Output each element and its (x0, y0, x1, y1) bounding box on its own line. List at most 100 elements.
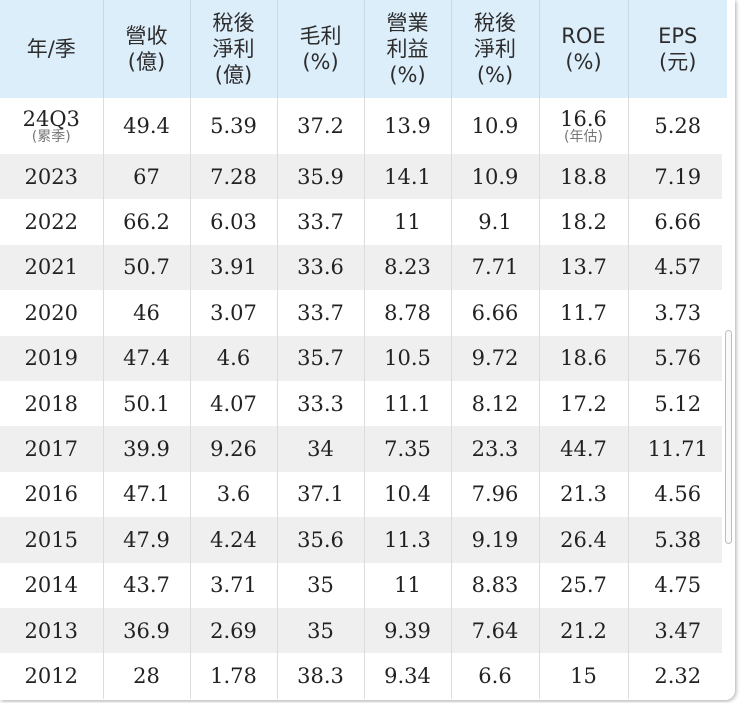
header-net-margin: 稅後 淨利 (%) (451, 0, 540, 98)
header-line: 利益 (386, 37, 429, 61)
cell-net-margin: 6.6 (451, 653, 540, 699)
header-line: (億) (214, 63, 253, 87)
header-line: 淨利 (212, 37, 255, 61)
table-row: 2018 50.1 4.07 33.3 11.1 8.12 17.2 5.12 (0, 380, 727, 427)
cell-eps: 5.38 (628, 517, 727, 563)
header-revenue: 營收 (億) (103, 0, 191, 98)
cell-eps: 3.47 (628, 607, 727, 654)
cell-revenue: 50.1 (103, 380, 191, 427)
header-line: ROE (561, 24, 606, 48)
period-value: 24Q3 (22, 106, 80, 131)
cell-net-income: 3.07 (190, 290, 278, 336)
cell-gross-margin: 33.3 (277, 380, 365, 427)
cell-operating-margin: 11.3 (364, 517, 452, 563)
cell-roe: 13.7 (539, 244, 629, 291)
cell-period: 2015 (0, 517, 104, 563)
cell-net-margin: 7.96 (451, 471, 540, 518)
cell-period: 2014 (0, 562, 104, 608)
table-row: 2022 66.2 6.03 33.7 11 9.1 18.2 6.66 (0, 199, 727, 245)
cell-operating-margin: 11 (364, 562, 452, 608)
cell-net-income: 6.03 (190, 199, 278, 245)
cell-net-margin: 8.83 (451, 562, 540, 608)
header-line: 年/季 (26, 37, 76, 61)
cell-net-income: 5.39 (190, 98, 278, 154)
cell-roe: 17.2 (539, 380, 629, 427)
cell-operating-margin: 10.4 (364, 471, 452, 518)
financial-table: 年/季 營收 (億) 稅後 淨利 (億) 毛利 (%) 營業 利益 (0, 0, 727, 699)
cell-net-income: 9.26 (190, 426, 278, 472)
scrollbar-thumb[interactable] (725, 330, 732, 544)
cell-net-income: 7.28 (190, 154, 278, 200)
table-row: 2013 36.9 2.69 35 9.39 7.64 21.2 3.47 (0, 607, 727, 654)
cell-net-income: 4.24 (190, 517, 278, 563)
header-line: 淨利 (474, 37, 516, 61)
cell-gross-margin: 33.7 (277, 199, 365, 245)
table-row: 2017 39.9 9.26 34 7.35 23.3 44.7 11.71 (0, 426, 727, 472)
header-line: 毛利 (299, 24, 342, 48)
cell-period: 2012 (0, 653, 104, 699)
header-roe: ROE (%) (539, 0, 629, 98)
header-line: (元) (659, 50, 697, 74)
cell-period: 2013 (0, 607, 104, 654)
cell-roe: 21.3 (539, 471, 629, 518)
cell-gross-margin: 38.3 (277, 653, 365, 699)
scrollbar-track[interactable] (722, 98, 735, 700)
cell-eps: 2.32 (654, 663, 702, 688)
cell-gross-margin: 33.6 (277, 244, 365, 291)
cell-revenue: 39.9 (103, 426, 191, 472)
cell-revenue: 49.4 (103, 98, 191, 154)
header-period: 年/季 (0, 0, 104, 98)
roe-note: (年估) (564, 128, 603, 145)
header-line: 稅後 (212, 11, 255, 35)
cell-revenue: 50.7 (103, 244, 191, 291)
table-row: 2014 43.7 3.71 35 11 8.83 25.7 4.75 (0, 562, 727, 608)
cell-eps: 11.71 (628, 426, 727, 472)
table-header-row: 年/季 營收 (億) 稅後 淨利 (億) 毛利 (%) 營業 利益 (0, 0, 727, 98)
cell-gross-margin: 35.6 (277, 517, 365, 563)
cell-eps: 4.57 (628, 244, 727, 291)
cell-net-income: 3.91 (190, 244, 278, 291)
cell-operating-margin: 7.35 (364, 426, 452, 472)
cell-gross-margin: 34 (277, 426, 365, 472)
cell-operating-margin: 8.23 (364, 244, 452, 291)
cell-operating-margin: 10.5 (364, 335, 452, 381)
cell-operating-margin: 9.39 (364, 607, 452, 654)
cell-net-margin: 9.19 (451, 517, 540, 563)
cell-net-margin: 10.9 (451, 98, 540, 154)
cell-net-income: 2.69 (190, 607, 278, 654)
table-row: 2015 47.9 4.24 35.6 11.3 9.19 26.4 5.38 (0, 517, 727, 563)
cell-net-margin: 9.1 (451, 199, 540, 245)
cell-eps: 6.66 (654, 210, 702, 235)
cell-roe: 44.7 (539, 426, 629, 472)
cell-eps: 4.75 (654, 573, 702, 598)
cell-eps: 3.73 (654, 300, 702, 325)
header-net-income: 稅後 淨利 (億) (190, 0, 278, 98)
cell-revenue: 36.9 (103, 607, 191, 654)
cell-roe: 25.7 (539, 562, 629, 608)
cell-roe: 26.4 (539, 517, 629, 563)
header-line: 營業 (386, 11, 429, 35)
table-row: 2020 46 3.07 33.7 8.78 6.66 11.7 3.73 (0, 290, 727, 336)
cell-gross-margin: 37.2 (277, 98, 365, 154)
cell-operating-margin: 8.78 (364, 290, 452, 336)
cell-net-margin: 10.9 (451, 154, 540, 200)
cell-gross-margin: 33.7 (277, 290, 365, 336)
cell-revenue: 43.7 (103, 562, 191, 608)
cell-gross-margin: 35 (277, 607, 365, 654)
cell-period: 24Q3 (累季) (0, 98, 104, 154)
cell-net-margin: 7.64 (451, 607, 540, 654)
cell-period: 2022 (0, 199, 104, 245)
cell-roe: 21.2 (539, 607, 629, 654)
cell-roe: 18.2 (539, 199, 629, 245)
cell-period: 2020 (0, 290, 104, 336)
cell-roe: 15 (539, 653, 629, 699)
cell-roe: 18.6 (539, 335, 629, 381)
cell-roe: 11.7 (539, 290, 629, 336)
cell-eps: 5.76 (628, 335, 727, 381)
cell-revenue: 47.4 (103, 335, 191, 381)
cell-net-income: 4.6 (190, 335, 278, 381)
cell-net-margin: 6.66 (451, 290, 540, 336)
cell-operating-margin: 11.1 (364, 380, 452, 427)
cell-revenue: 47.1 (103, 471, 191, 518)
